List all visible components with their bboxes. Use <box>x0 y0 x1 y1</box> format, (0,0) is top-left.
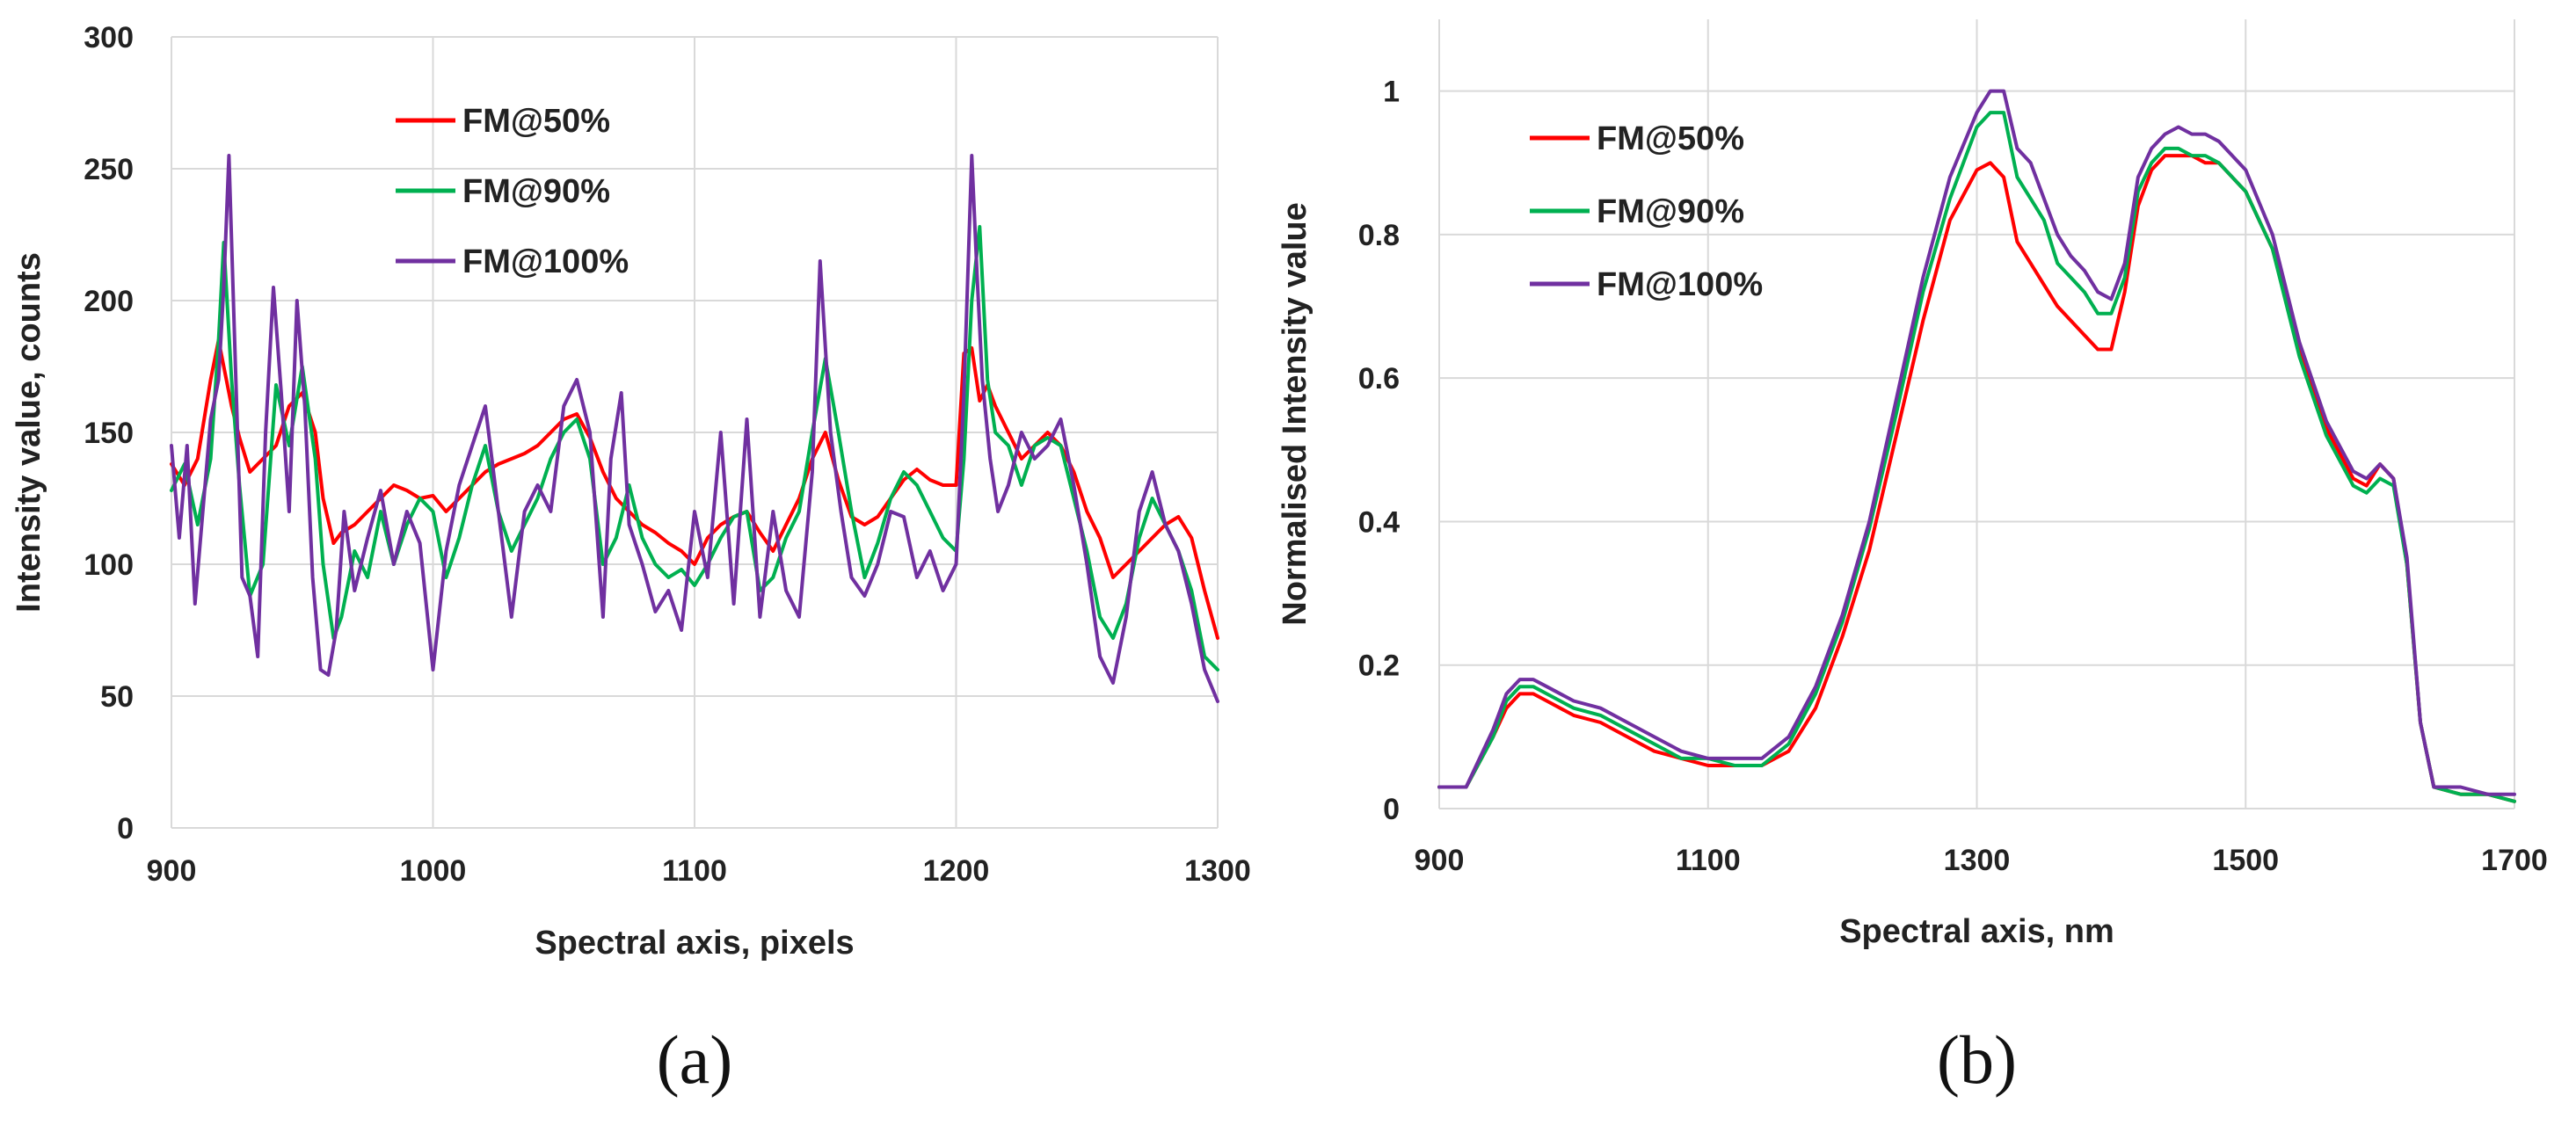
legend-label: FM@90% <box>1597 193 1744 230</box>
y-tick-label: 0.2 <box>1358 650 1400 683</box>
y-tick-label: 200 <box>84 285 134 318</box>
x-tick-label: 900 <box>1415 844 1465 877</box>
y-tick-label: 0.6 <box>1358 362 1400 396</box>
y-tick-label: 50 <box>100 680 134 714</box>
x-tick-label: 1500 <box>2212 844 2279 877</box>
series-line-fm100 <box>170 154 1219 703</box>
y-tick-label: 0.8 <box>1358 219 1400 252</box>
legend-label: FM@100% <box>462 243 629 280</box>
x-tick-label: 1100 <box>1676 844 1741 877</box>
legend-label: FM@50% <box>462 103 610 140</box>
y-tick-label: 0 <box>117 812 134 846</box>
x-axis-label: Spectral axis, pixels <box>535 925 854 962</box>
legend-label: FM@90% <box>462 173 610 210</box>
y-tick-label: 250 <box>84 153 134 186</box>
x-axis-label: Spectral axis, nm <box>1839 913 2114 950</box>
y-tick-label: 0.4 <box>1358 505 1400 539</box>
legend-label: FM@50% <box>1597 120 1744 157</box>
y-tick-label: 0 <box>1383 793 1400 826</box>
y-axis-label: Normalised Intensity value <box>1277 202 1313 626</box>
y-axis-label: Intensity value, counts <box>11 252 47 613</box>
panel-label: (b) <box>1937 1021 2017 1098</box>
x-tick-label: 1200 <box>923 854 990 888</box>
y-tick-label: 100 <box>84 548 134 582</box>
legend: FM@50% FM@90% FM@100% <box>1530 120 1763 303</box>
y-tick-label: 300 <box>84 21 134 54</box>
series-line-fm100 <box>1437 89 2516 796</box>
x-tick-label: 1700 <box>2481 844 2548 877</box>
chart-a: 0 50 100 150 200 250 300 900 1000 1100 1200 1300 Spe… <box>11 21 1251 1098</box>
x-tick-label: 1100 <box>662 854 727 888</box>
series-line-fm50 <box>1437 154 2516 803</box>
panel-label: (a) <box>657 1021 733 1098</box>
legend: FM@50% FM@90% FM@100% <box>396 103 629 280</box>
chart-b: 0 0.2 0.4 0.6 0.8 1 900 1100 1300 1500 1700 Spectra… <box>1277 19 2548 1098</box>
legend-label: FM@100% <box>1597 266 1763 303</box>
x-tick-label: 1000 <box>400 854 467 888</box>
series-line-fm90 <box>1437 111 2516 803</box>
x-tick-label: 1300 <box>1184 854 1251 888</box>
x-tick-label: 900 <box>147 854 197 888</box>
y-tick-label: 150 <box>84 417 134 450</box>
y-tick-label: 1 <box>1383 76 1400 109</box>
x-tick-label: 1300 <box>1944 844 2011 877</box>
